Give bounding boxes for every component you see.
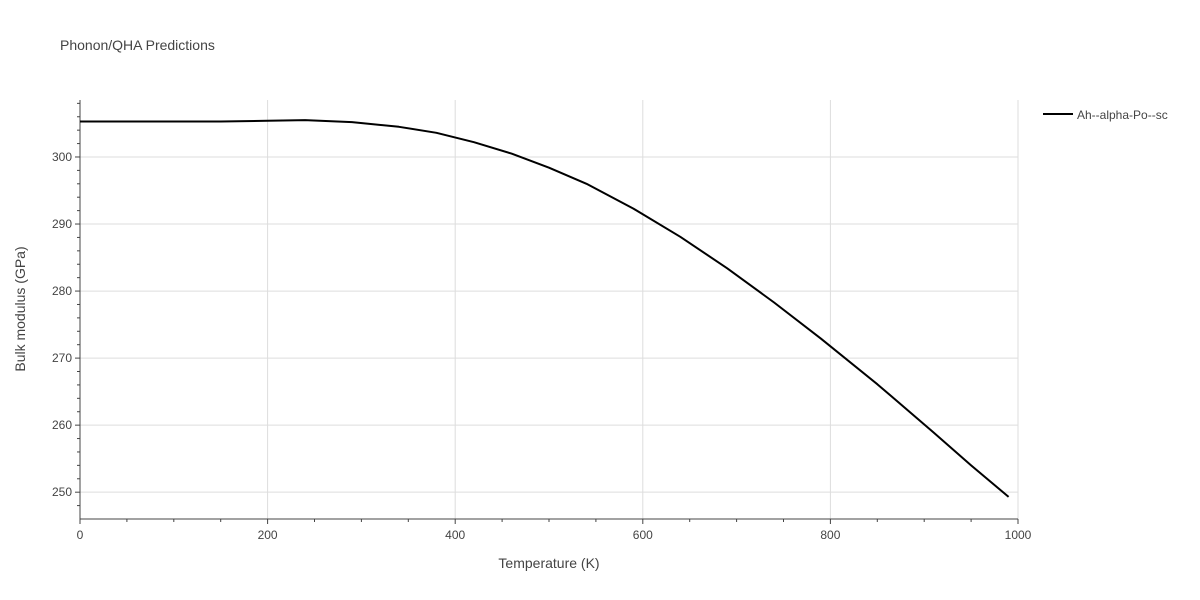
axes: 0 200 400 600 800 1000 250 260 270 280 290 300: [52, 100, 1032, 542]
y-tick-label: 250: [52, 485, 72, 499]
series-line: [80, 119, 1010, 498]
y-tick-label: 290: [52, 217, 72, 231]
y-tick-label: 300: [52, 150, 72, 164]
x-tick-label: 400: [445, 528, 465, 542]
grid: [80, 100, 1019, 519]
y-tick-label: 270: [52, 351, 72, 365]
x-tick-label: 600: [633, 528, 653, 542]
legend: Ah--alpha-Po--sc: [1043, 108, 1168, 122]
legend-label: Ah--alpha-Po--sc: [1077, 108, 1168, 122]
chart-title: Phonon/QHA Predictions: [60, 37, 215, 53]
x-tick-label: 200: [258, 528, 278, 542]
y-tick-label: 260: [52, 418, 72, 432]
y-axis-title: Bulk modulus (GPa): [12, 246, 28, 371]
x-tick-label: 800: [820, 528, 840, 542]
x-tick-label: 1000: [1005, 528, 1032, 542]
x-axis-title: Temperature (K): [498, 555, 599, 571]
series-layer: [80, 119, 1010, 498]
y-tick-label: 280: [52, 284, 72, 298]
x-tick-label: 0: [77, 528, 84, 542]
